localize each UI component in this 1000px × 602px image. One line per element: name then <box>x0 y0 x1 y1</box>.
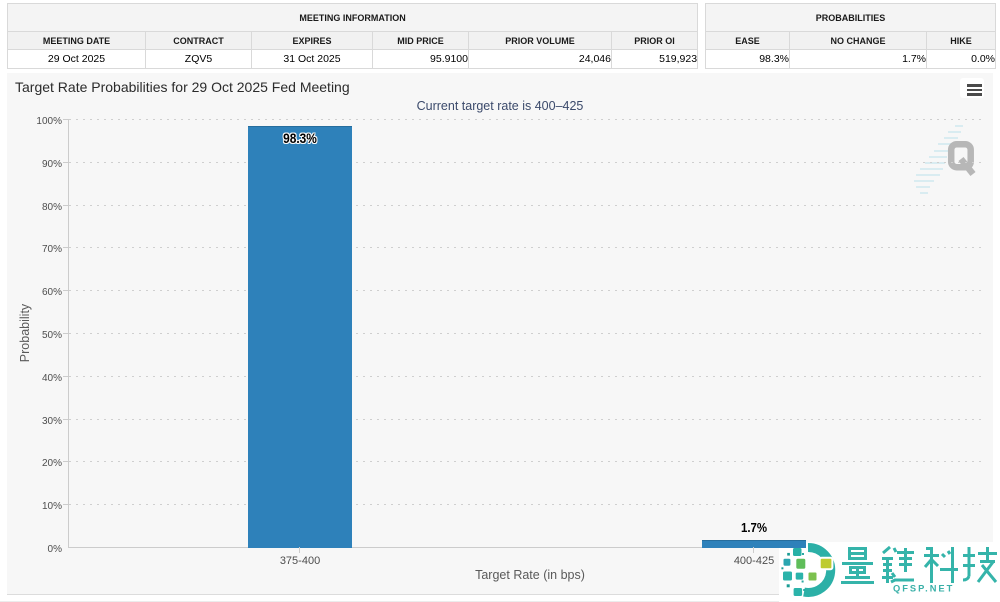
svg-text:QFSP.NET: QFSP.NET <box>893 584 954 594</box>
